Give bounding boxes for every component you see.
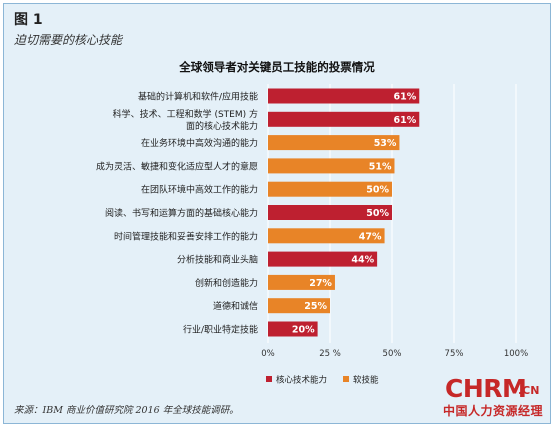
category-label: 时间管理技能和妥善安排工作的能力 <box>114 230 258 242</box>
category-label: 在团队环境中高效工作的能力 <box>141 184 258 196</box>
bar <box>268 135 400 151</box>
data-label: 25% <box>304 301 327 312</box>
bar <box>268 205 392 220</box>
data-label: 51% <box>369 161 392 172</box>
data-label: 47% <box>359 231 382 242</box>
x-tick-label: 75% <box>445 349 464 359</box>
data-label: 61% <box>394 115 417 126</box>
bar <box>268 251 378 267</box>
figure-subtitle: 迫切需要的核心技能 <box>14 33 123 47</box>
bar <box>268 228 385 244</box>
legend-swatch-core <box>266 376 272 382</box>
bar <box>268 88 420 104</box>
x-tick-label: 25 % <box>319 349 341 359</box>
bar <box>268 111 420 127</box>
legend-label: 软技能 <box>353 375 379 386</box>
chrm-logo: CHRM .CN 中国人力资源经理 <box>435 374 551 420</box>
source-note: 来源：IBM 商业价值研究院 2016 年全球技能调研。 <box>14 405 239 416</box>
chart-title: 全球领导者对关键员工技能的投票情况 <box>179 60 375 74</box>
category-label: 在业务环境中高效沟通的能力 <box>141 137 258 149</box>
data-label: 27% <box>309 278 332 289</box>
category-label: 道德和诚信 <box>213 300 258 312</box>
figure-label: 图 1 <box>14 12 43 28</box>
category-label: 面的核心技术能力 <box>186 120 258 132</box>
bar <box>268 181 392 197</box>
x-tick-label: 0% <box>261 349 275 359</box>
logo-text: CHRM <box>445 374 527 403</box>
bar <box>268 274 335 290</box>
data-label: 20% <box>292 325 315 336</box>
x-tick-label: 100% <box>504 349 528 359</box>
data-label: 44% <box>351 255 374 266</box>
bar <box>268 321 318 337</box>
category-label: 创新和创造能力 <box>195 277 258 289</box>
category-label: 科学、技术、工程和数学 (STEM) 方 <box>113 108 258 120</box>
data-label: 50% <box>366 185 389 196</box>
x-tick-label: 50% <box>383 349 402 359</box>
logo-suffix: .CN <box>518 384 540 397</box>
logo-chinese-text: 中国人力资源经理 <box>443 404 544 418</box>
category-label: 阅读、书写和运算方面的基础核心能力 <box>105 207 258 219</box>
legend-label: 核心技术能力 <box>276 375 327 386</box>
bar <box>268 298 330 314</box>
category-label: 成为灵活、敏捷和变化适应型人才的意愿 <box>96 160 258 172</box>
data-label: 61% <box>394 92 417 103</box>
data-label: 50% <box>366 208 389 219</box>
legend-swatch-soft <box>343 376 349 382</box>
data-label: 53% <box>374 138 397 149</box>
category-label: 分析技能和商业头脑 <box>177 254 258 266</box>
category-label: 行业/职业特定技能 <box>183 324 258 336</box>
category-label: 基础的计算机和软件/应用技能 <box>138 91 258 103</box>
bar <box>268 158 395 174</box>
